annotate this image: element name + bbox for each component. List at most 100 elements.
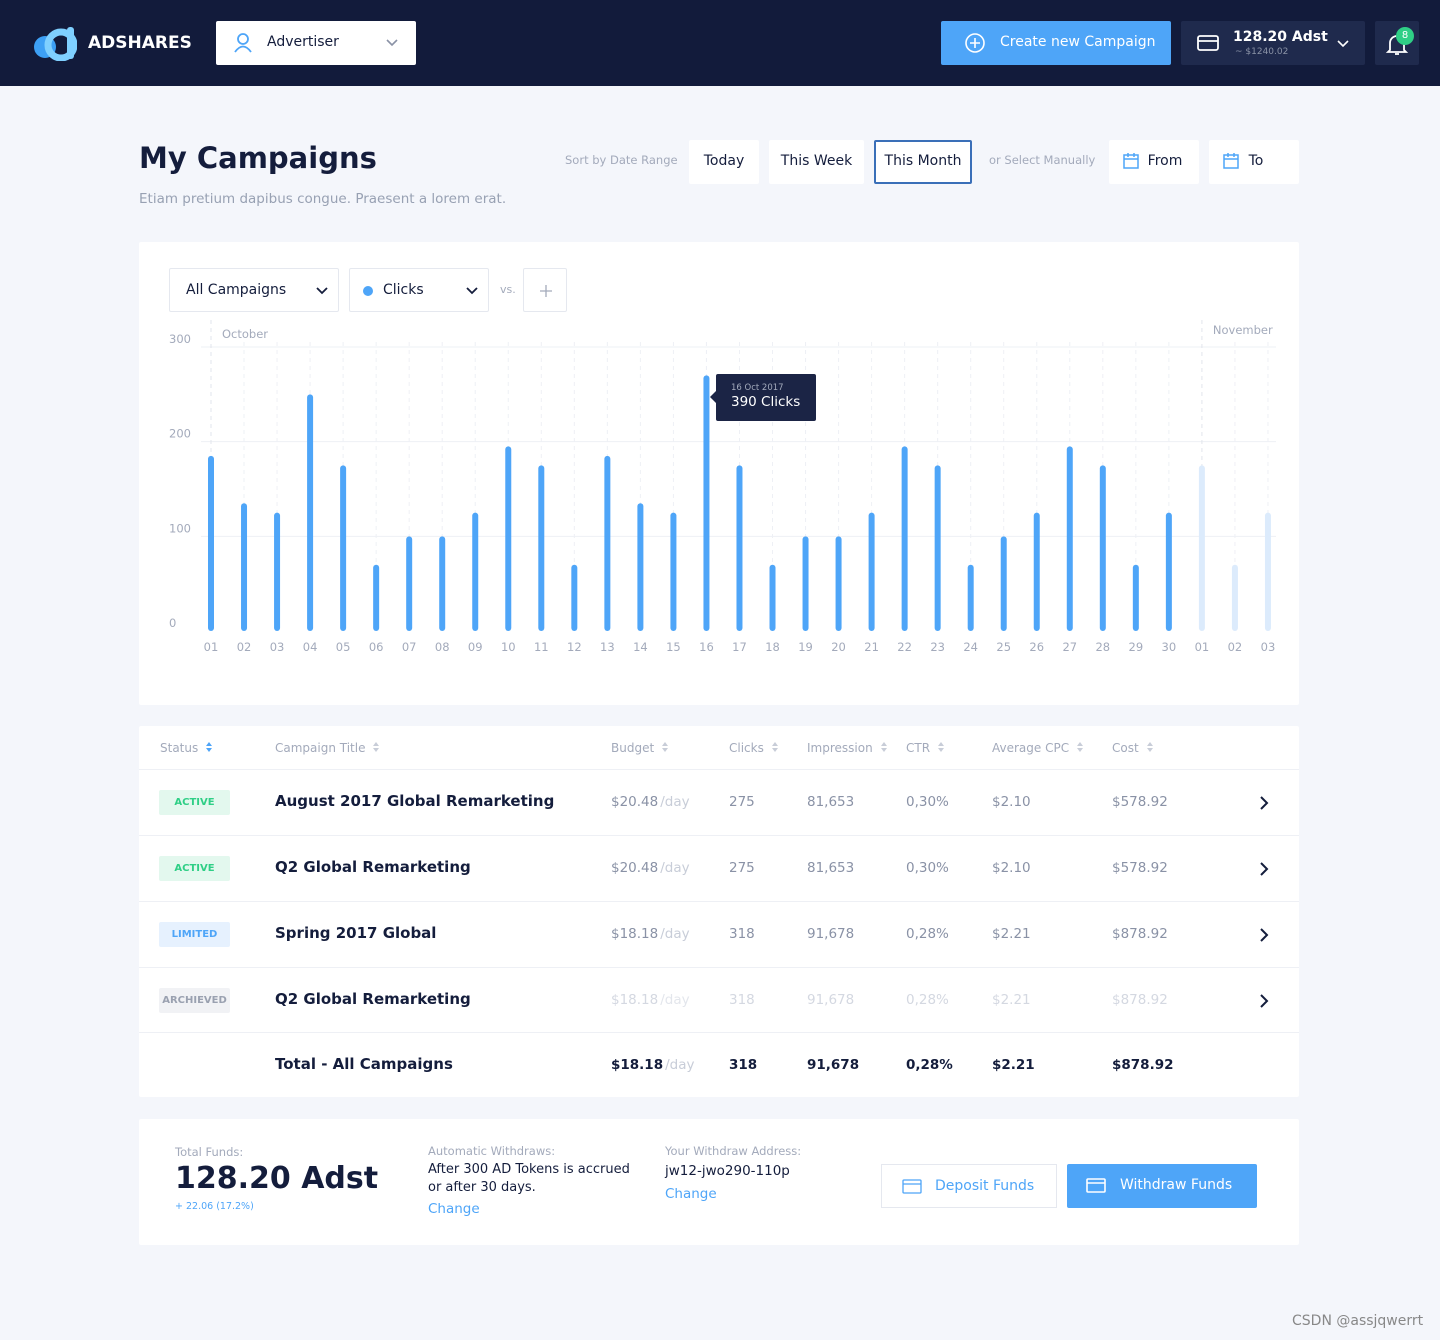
sort-down bbox=[206, 748, 213, 752]
auto-change-link[interactable]: Change bbox=[428, 1201, 480, 1217]
chart: 0 100 200 300 October 01 02 03 04 05 06 07 08 09 10 11 1… bbox=[169, 320, 1276, 654]
campaign-filter[interactable]: All Campaigns bbox=[169, 268, 339, 312]
bar bbox=[670, 512, 677, 631]
funds-card: Total Funds: 128.20 Adst + 22.06 (17.2%)… bbox=[139, 1119, 1299, 1245]
column-header[interactable]: Campaign Title bbox=[275, 741, 383, 755]
x-tick-label: 25 bbox=[996, 640, 1011, 654]
cell-impression: 81,653 bbox=[807, 794, 855, 810]
sort-up bbox=[373, 742, 380, 746]
tooltip-value: 390 Clicks bbox=[731, 394, 801, 410]
row-divider bbox=[139, 1032, 1299, 1033]
bar bbox=[274, 512, 281, 631]
column-header[interactable]: CTR bbox=[906, 741, 948, 755]
cell-clicks: 275 bbox=[729, 794, 755, 810]
budget-unit: /day bbox=[660, 794, 690, 810]
x-tick-label: 08 bbox=[435, 640, 450, 654]
column-header[interactable]: Impression bbox=[807, 741, 891, 755]
row-open[interactable] bbox=[1259, 927, 1269, 946]
bar bbox=[1099, 465, 1106, 631]
sort-down bbox=[1077, 748, 1084, 752]
sort-arrows bbox=[1077, 742, 1084, 752]
cell-clicks: 318 bbox=[729, 1057, 758, 1073]
bar bbox=[571, 564, 578, 631]
cell-ctr: 0,28% bbox=[906, 926, 949, 942]
campaign-title[interactable]: Q2 Global Remarketing bbox=[275, 858, 471, 876]
budget-unit: /day bbox=[660, 860, 690, 876]
cell-cost: $878.92 bbox=[1112, 1057, 1174, 1073]
range-button[interactable]: Today bbox=[689, 140, 759, 184]
chevron-right bbox=[1260, 796, 1269, 810]
chevron-right bbox=[1260, 928, 1269, 942]
plus-icon bbox=[965, 33, 985, 53]
cell-budget: $18.18/day bbox=[611, 992, 690, 1008]
x-tick-label: 01 bbox=[1195, 640, 1210, 654]
column-header[interactable]: Clicks bbox=[729, 741, 782, 755]
campaign-title[interactable]: Q2 Global Remarketing bbox=[275, 990, 471, 1008]
bar bbox=[835, 536, 842, 631]
column-header[interactable]: Budget bbox=[611, 741, 672, 755]
cell-budget: $18.18/day bbox=[611, 1057, 695, 1073]
month-label: October bbox=[222, 327, 268, 341]
row-open[interactable] bbox=[1259, 993, 1269, 1012]
x-tick-label: 03 bbox=[1261, 640, 1276, 654]
budget-unit: /day bbox=[660, 926, 690, 942]
notifications[interactable]: 8 bbox=[1375, 21, 1419, 65]
create-campaign-button[interactable]: Create new Campaign bbox=[941, 21, 1171, 65]
address-label: Your Withdraw Address: bbox=[665, 1144, 802, 1158]
card-icon bbox=[902, 1179, 922, 1194]
x-tick-label: 22 bbox=[897, 640, 912, 654]
row-open[interactable] bbox=[1259, 861, 1269, 880]
range-button[interactable]: This Week bbox=[769, 140, 864, 184]
campaign-title[interactable]: Spring 2017 Global bbox=[275, 924, 437, 942]
watermark: CSDN @assjqwerrt bbox=[1292, 1313, 1424, 1329]
calendar-icon bbox=[1123, 153, 1139, 169]
metric-select[interactable]: Clicks bbox=[349, 268, 489, 312]
x-tick-label: 13 bbox=[600, 640, 615, 654]
auto-withdraw-text: After 300 AD Tokens is accrued or after … bbox=[428, 1162, 630, 1195]
deposit-label: Deposit Funds bbox=[935, 1178, 1035, 1194]
add-compare[interactable] bbox=[523, 268, 567, 312]
bar bbox=[703, 375, 710, 631]
campaign-title[interactable]: August 2017 Global Remarketing bbox=[275, 792, 555, 810]
y-tick-label: 300 bbox=[169, 332, 191, 346]
row-open[interactable] bbox=[1259, 795, 1269, 814]
bar bbox=[637, 503, 644, 631]
address-change-link[interactable]: Change bbox=[665, 1186, 717, 1202]
x-tick-label: 15 bbox=[666, 640, 681, 654]
deposit-button[interactable]: Deposit Funds bbox=[881, 1164, 1057, 1208]
bar bbox=[1132, 564, 1139, 631]
bar bbox=[241, 503, 248, 631]
bar bbox=[472, 512, 479, 631]
metric-dot bbox=[363, 286, 373, 296]
auto-withdraw-label: Automatic Withdraws: bbox=[428, 1144, 556, 1158]
balance[interactable]: 128.20 Adst ~ $1240.02 bbox=[1181, 21, 1365, 65]
from-date[interactable]: From bbox=[1109, 140, 1199, 184]
notification-count: 8 bbox=[1396, 27, 1414, 45]
bar bbox=[868, 512, 875, 631]
cell-impression: 81,653 bbox=[807, 860, 855, 876]
bar bbox=[505, 446, 512, 631]
range-button[interactable]: This Month bbox=[874, 140, 972, 184]
to-date[interactable]: To bbox=[1209, 140, 1299, 184]
withdraw-button[interactable]: Withdraw Funds bbox=[1067, 1164, 1257, 1208]
cell-ctr: 0,28% bbox=[906, 1057, 953, 1073]
cell-cost: $878.92 bbox=[1112, 926, 1168, 942]
column-header[interactable]: Cost bbox=[1112, 741, 1157, 755]
to-label: To bbox=[1248, 153, 1264, 169]
sort-label: Sort by Date Range bbox=[565, 153, 678, 167]
x-tick-label: 03 bbox=[270, 640, 285, 654]
column-header[interactable]: Average CPC bbox=[992, 741, 1087, 755]
bar bbox=[307, 394, 314, 631]
column-header[interactable]: Status bbox=[160, 741, 216, 755]
x-tick-label: 04 bbox=[303, 640, 318, 654]
x-tick-label: 02 bbox=[1228, 640, 1243, 654]
plus-icon bbox=[540, 285, 552, 297]
status-badge: LIMITED bbox=[159, 922, 230, 947]
campaign-filter-label: All Campaigns bbox=[186, 282, 287, 298]
page-title: My Campaigns bbox=[139, 141, 377, 175]
role-select[interactable]: Advertiser bbox=[216, 21, 416, 65]
sort-down bbox=[771, 748, 778, 752]
x-tick-label: 29 bbox=[1129, 640, 1144, 654]
cell-impression: 91,678 bbox=[807, 1057, 860, 1073]
cell-clicks: 318 bbox=[729, 926, 755, 942]
